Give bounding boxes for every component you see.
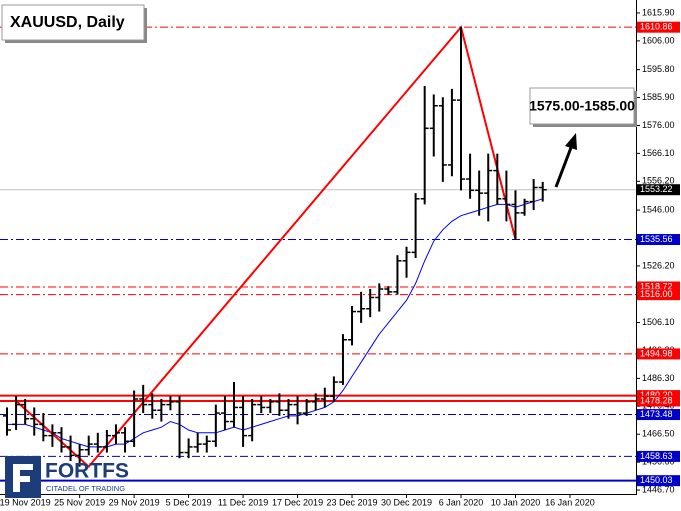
x-tick-label: 11 Dec 2019 [218, 497, 268, 507]
current-price-box [637, 184, 680, 196]
level-label: 1478.28 [640, 395, 673, 405]
y-tick-label: 1466.50 [642, 429, 675, 439]
annotation-box: 1575.00-1585.00 [529, 87, 637, 188]
y-tick-label: 1486.30 [642, 373, 675, 383]
annotation-frame [529, 87, 635, 125]
y-tick-label: 1446.70 [642, 484, 675, 494]
y-tick-label: 1526.20 [642, 260, 675, 270]
arrow-head [565, 133, 577, 150]
x-tick-label: 30 Dec 2019 [381, 497, 432, 507]
level-label: 1450.03 [640, 475, 673, 485]
x-tick-label: 25 Nov 2019 [54, 497, 105, 507]
level-label-box [637, 450, 680, 462]
plot: 1446.701456.601466.501476.401486.301496.… [0, 7, 680, 507]
level-label-box [637, 395, 680, 407]
title-frame [1, 4, 145, 41]
level-label-box [637, 281, 680, 293]
moving-average [7, 198, 543, 448]
chart-title: XAUUSD, Daily [10, 14, 125, 31]
level-label: 1610.86 [640, 22, 673, 32]
title-box: XAUUSD, Daily [1, 4, 147, 43]
x-tick-label: 23 Dec 2019 [327, 497, 378, 507]
logo-glyph [13, 464, 33, 492]
level-label-box [637, 348, 680, 360]
level-label-box [637, 233, 680, 245]
y-tick-label: 1506.10 [642, 317, 675, 327]
annotation-arrow [554, 144, 574, 188]
y-tick-label: 1595.80 [642, 64, 675, 74]
x-tick-label: 6 Jan 2020 [439, 497, 484, 507]
y-tick-label: 1615.90 [642, 7, 675, 17]
current-price-label: 1553.22 [640, 184, 673, 194]
x-tick-label: 17 Dec 2019 [272, 497, 323, 507]
level-label: 1494.98 [640, 348, 673, 358]
level-label-box [637, 289, 680, 301]
level-label: 1518.72 [640, 281, 673, 291]
level-label: 1473.48 [640, 409, 673, 419]
x-tick-label: 5 Dec 2019 [166, 497, 212, 507]
x-tick-label: 10 Jan 2020 [491, 497, 541, 507]
level-label: 1480.20 [640, 390, 673, 400]
level-label-box [637, 21, 680, 33]
y-tick-label: 1606.00 [642, 35, 675, 45]
level-label-box [637, 409, 680, 421]
level-label: 1516.00 [640, 289, 673, 299]
x-tick-label: 19 Nov 2019 [0, 497, 51, 507]
logo: FORTFS CITADEL OF TRADING [5, 456, 129, 498]
y-tick-label: 1585.90 [642, 92, 675, 102]
y-tick-label: 1566.10 [642, 148, 675, 158]
x-tick-label: 16 Jan 2020 [545, 497, 595, 507]
logo-name: FORTFS [45, 460, 129, 483]
y-tick-label: 1576.00 [642, 120, 675, 130]
level-label: 1458.63 [640, 451, 673, 461]
x-tick-label: 29 Nov 2019 [109, 497, 160, 507]
level-label-box [637, 475, 680, 487]
y-tick-label: 1546.00 [642, 204, 675, 214]
logo-tagline: CITADEL OF TRADING [46, 484, 125, 493]
level-label: 1535.56 [640, 234, 673, 244]
annotation: 1575.00-1585.00 [529, 98, 635, 114]
y-tick-label: 1556.20 [642, 176, 675, 186]
